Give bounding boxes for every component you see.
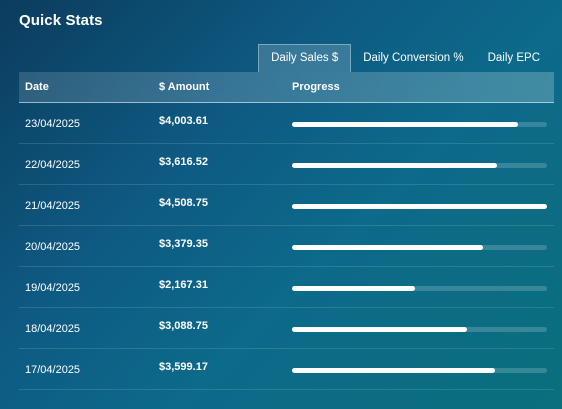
progress-bar-track (292, 121, 547, 127)
panel-title: Quick Stats (19, 12, 103, 29)
tab-daily-epc[interactable]: Daily EPC (487, 52, 540, 64)
tab-daily-sales[interactable]: Daily Sales $ (258, 44, 352, 72)
progress-bar-track (292, 285, 547, 291)
row-date: 19/04/2025 (25, 282, 81, 294)
row-amount: $2,167.31 (159, 279, 208, 291)
row-amount: $3,088.75 (159, 320, 208, 332)
table-row: 18/04/2025 $3,088.75 (19, 308, 554, 349)
row-amount: $3,616.52 (159, 156, 208, 168)
table-row: 22/04/2025 $3,616.52 (19, 144, 554, 185)
table-row: 23/04/2025 $4,003.61 (19, 103, 554, 144)
progress-bar-fill (292, 121, 519, 127)
table-row: 21/04/2025 $4,508.75 (19, 185, 554, 226)
progress-bar-fill (292, 326, 467, 332)
row-amount: $3,599.17 (159, 361, 208, 373)
progress-bar-track (292, 367, 547, 373)
progress-bar-fill (292, 203, 547, 209)
row-amount: $4,508.75 (159, 197, 208, 209)
table-header: Date $ Amount Progress (19, 72, 554, 103)
tab-daily-conversion[interactable]: Daily Conversion % (363, 52, 464, 64)
row-progress (286, 326, 554, 332)
row-progress (286, 244, 554, 250)
row-date: 22/04/2025 (25, 159, 81, 171)
progress-bar-track (292, 162, 547, 168)
progress-bar-track (292, 244, 547, 250)
progress-bar-fill (292, 285, 415, 291)
table-row: 17/04/2025 $3,599.17 (19, 349, 554, 390)
row-progress (286, 121, 554, 127)
row-progress (286, 285, 554, 291)
stats-tabs: Daily Sales $ Daily Conversion % Daily E… (258, 44, 552, 72)
column-header-progress: Progress (292, 81, 340, 93)
row-amount: $3,379.35 (159, 238, 208, 250)
table-body: 23/04/2025 $4,003.61 22/04/2025 $3,616.52 21… (19, 103, 554, 390)
row-date: 17/04/2025 (25, 364, 81, 376)
progress-bar-fill (292, 162, 497, 168)
row-progress (286, 162, 554, 168)
row-date: 23/04/2025 (25, 118, 81, 130)
row-date: 20/04/2025 (25, 241, 81, 253)
table-row: 19/04/2025 $2,167.31 (19, 267, 554, 308)
progress-bar-track (292, 326, 547, 332)
progress-bar-track (292, 203, 547, 209)
row-progress (286, 367, 554, 373)
progress-bar-fill (292, 244, 484, 250)
row-progress (286, 203, 554, 209)
column-header-amount: $ Amount (159, 81, 210, 93)
column-header-date: Date (25, 81, 49, 93)
progress-bar-fill (292, 367, 496, 373)
stats-table: Date $ Amount Progress 23/04/2025 $4,003.… (19, 72, 554, 390)
row-date: 18/04/2025 (25, 323, 81, 335)
row-date: 21/04/2025 (25, 200, 81, 212)
row-amount: $4,003.61 (159, 115, 208, 127)
table-row: 20/04/2025 $3,379.35 (19, 226, 554, 267)
